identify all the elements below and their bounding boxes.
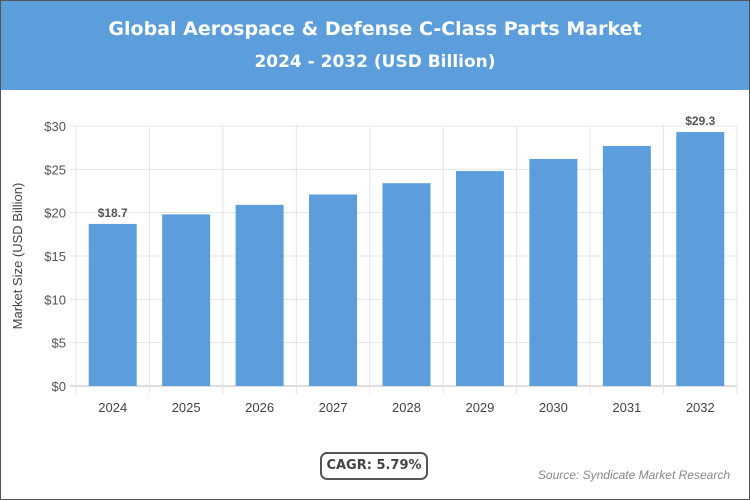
x-tick-label: 2024 [98,400,127,415]
bar-2032 [676,132,725,386]
chart-header: Global Aerospace & Defense C-Class Parts… [1,1,749,90]
x-tick-label: 2027 [319,400,348,415]
data-label: $18.7 [98,206,128,220]
x-tick-label: 2025 [172,400,201,415]
bar-2027 [309,194,358,386]
bar-2026 [235,204,284,386]
chart-title: Global Aerospace & Defense C-Class Parts… [108,18,642,40]
y-tick-label: $20 [44,206,66,221]
y-tick-label: $15 [44,249,66,264]
x-tick-label: 2028 [392,400,421,415]
y-tick-label: $0 [52,379,66,394]
x-tick-label: 2031 [612,400,641,415]
source-note: Source: Syndicate Market Research [537,468,730,482]
y-axis-label: Market Size (USD Billion) [10,183,25,330]
x-tick-label: 2029 [465,400,494,415]
bar-2029 [455,171,504,386]
bar-2031 [602,145,651,386]
bar-2028 [382,183,431,386]
bar-2030 [529,158,578,386]
y-tick-label: $5 [52,336,66,351]
x-tick-label: 2026 [245,400,274,415]
data-label: $29.3 [685,114,715,128]
bar-2024 [88,223,137,386]
x-tick-label: 2030 [539,400,568,415]
cagr-badge: CAGR: 5.79% [320,452,428,480]
bar-2025 [162,214,211,386]
y-tick-label: $30 [44,119,66,134]
chart-subtitle: 2024 - 2032 (USD Billion) [254,52,496,72]
y-tick-label: $25 [44,162,66,177]
x-tick-label: 2032 [686,400,715,415]
y-tick-label: $10 [44,292,66,307]
